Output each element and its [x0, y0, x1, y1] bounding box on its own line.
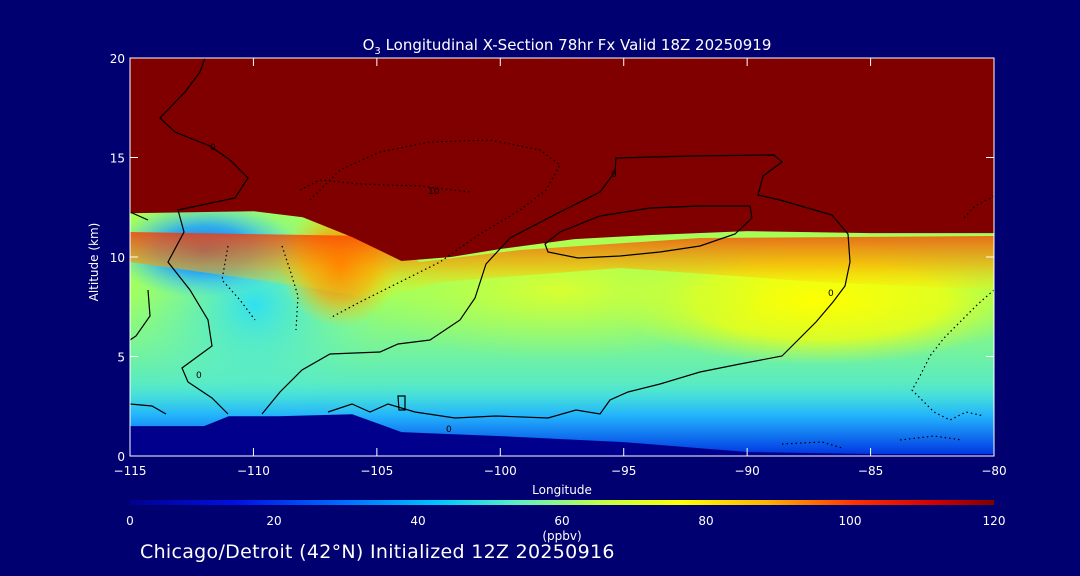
- chart-title: O3 Longitudinal X-Section 78hr Fx Valid …: [363, 36, 772, 57]
- contour-labels: 0 0 0 0 0 10: [196, 143, 834, 435]
- contour-label: 0: [828, 289, 834, 299]
- contour-label: 10: [428, 187, 440, 197]
- x-tick-label: −110: [237, 464, 270, 478]
- y-axis: 0 5 10 15 20: [110, 52, 994, 464]
- y-tick-label: 15: [110, 152, 125, 166]
- dotted-contour-strat: [309, 139, 561, 319]
- contour-line-inner: [544, 205, 753, 259]
- x-axis: −115 −110 −105 −100 −95 −90 −85 −80: [114, 58, 1007, 478]
- colorbar-tick-label: 20: [266, 514, 281, 528]
- colorbar-tick-label: 40: [410, 514, 425, 528]
- y-tick-label: 5: [117, 351, 125, 365]
- colorbar: [130, 500, 994, 505]
- contour-line-small: [397, 395, 406, 411]
- contour-line-edge: [130, 211, 151, 341]
- colorbar-tick-label: 60: [554, 514, 569, 528]
- contour-line-surface-west: [130, 403, 167, 415]
- colorbar-unit-label: (ppbv): [542, 529, 581, 543]
- colorbar-tick-label: 120: [983, 514, 1006, 528]
- contour-line-west: [159, 58, 249, 415]
- x-tick-label: −80: [981, 464, 1006, 478]
- x-tick-label: −115: [114, 464, 147, 478]
- contour-label: 0: [210, 143, 216, 153]
- contour-label: 0: [446, 425, 452, 435]
- y-tick-label: 0: [117, 450, 125, 464]
- terrain: [130, 414, 994, 456]
- dotted-contours: [221, 139, 994, 449]
- dotted-contour-east: [911, 289, 994, 421]
- contour-lines: [130, 58, 851, 419]
- x-tick-label: −105: [360, 464, 393, 478]
- contour-label: 0: [196, 371, 202, 381]
- initialization-caption: Chicago/Detroit (42°N) Initialized 12Z 2…: [140, 541, 615, 563]
- stratosphere-region: [130, 58, 994, 261]
- contour-label: 0: [611, 170, 617, 180]
- x-tick-label: −85: [858, 464, 883, 478]
- colorbar-tick-label: 0: [126, 514, 134, 528]
- y-tick-label: 20: [110, 52, 125, 66]
- ozone-field: 0 0 0 0 0 10: [130, 58, 994, 456]
- tropopause-gradient: [130, 232, 994, 300]
- x-axis-label: Longitude: [532, 483, 592, 497]
- colorbar-ticks: 0 20 40 60 80 100 120: [126, 514, 1005, 528]
- x-tick-label: −95: [611, 464, 636, 478]
- y-tick-label: 10: [110, 251, 125, 265]
- colorbar-tick-label: 100: [839, 514, 862, 528]
- x-tick-label: −90: [734, 464, 759, 478]
- y-axis-label: Altitude (km): [87, 223, 101, 302]
- dotted-contour-10: [299, 179, 471, 193]
- colorbar-tick-label: 80: [698, 514, 713, 528]
- contour-line-main: [261, 154, 851, 419]
- x-tick-label: −100: [484, 464, 517, 478]
